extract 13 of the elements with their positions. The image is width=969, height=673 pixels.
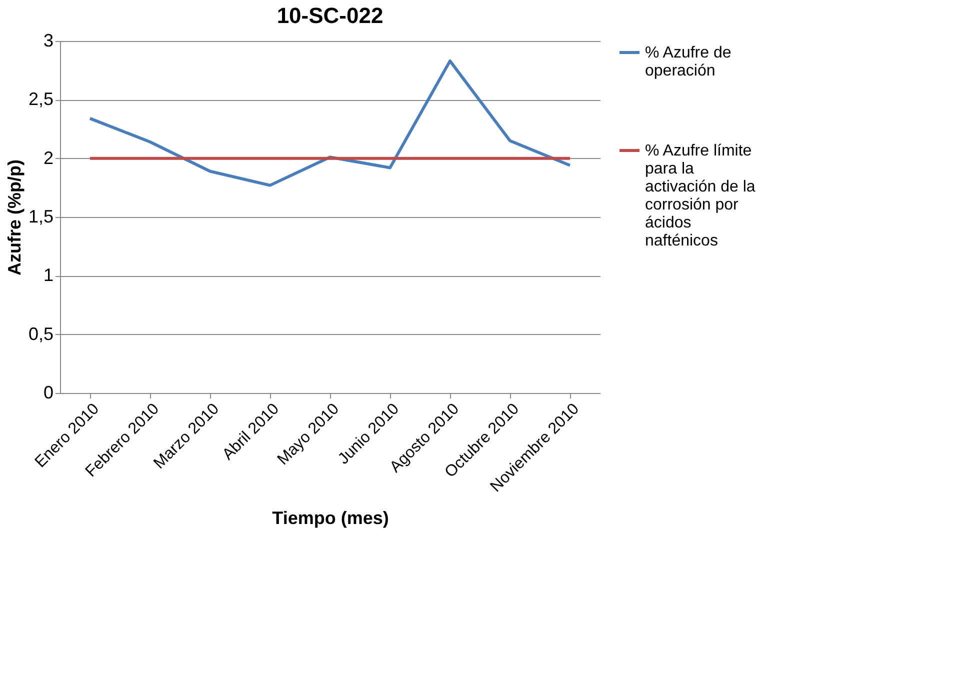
x-axis-title: Tiempo (mes) — [272, 508, 389, 528]
legend-label: % Azufre límite para la activación de la corrosión por ácidos nafténicos — [645, 142, 756, 250]
line-series — [88, 59, 572, 187]
y-tick-label: 1,5 — [28, 206, 54, 226]
y-tick-label: 2 — [43, 148, 54, 168]
y-axis-title: Azufre (%p/p) — [4, 160, 24, 276]
y-tick-label: 3 — [43, 30, 54, 50]
chart-title: 10-SC-022 — [276, 3, 384, 28]
legend-label: % Azufre de operación — [645, 44, 732, 80]
y-tick-label: 0 — [43, 382, 54, 402]
y-tick-label: 2,5 — [28, 89, 54, 110]
y-tick-label: 1 — [43, 265, 54, 286]
y-tick-label: 0,5 — [28, 324, 54, 344]
